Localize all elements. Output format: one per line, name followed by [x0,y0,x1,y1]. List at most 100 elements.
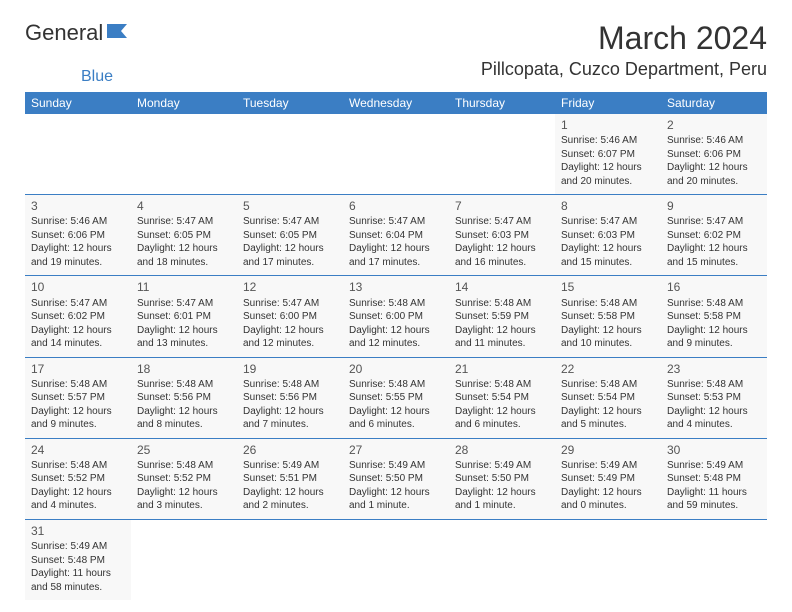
day-daylight1: Daylight: 12 hours [667,324,761,338]
day-sunset: Sunset: 5:59 PM [455,310,549,324]
empty-cell [449,114,555,195]
day-sunset: Sunset: 6:06 PM [667,148,761,162]
day-sunrise: Sunrise: 5:47 AM [243,297,337,311]
day-cell: 12Sunrise: 5:47 AMSunset: 6:00 PMDayligh… [237,276,343,357]
day-number: 5 [243,198,337,214]
day-sunrise: Sunrise: 5:48 AM [561,297,655,311]
day-number: 27 [349,442,443,458]
day-sunset: Sunset: 6:00 PM [243,310,337,324]
day-sunrise: Sunrise: 5:48 AM [349,378,443,392]
day-number: 10 [31,279,125,295]
day-cell: 19Sunrise: 5:48 AMSunset: 5:56 PMDayligh… [237,357,343,438]
day-daylight2: and 19 minutes. [31,256,125,270]
day-daylight1: Daylight: 12 hours [455,486,549,500]
day-sunset: Sunset: 6:05 PM [243,229,337,243]
day-daylight2: and 0 minutes. [561,499,655,513]
day-number: 26 [243,442,337,458]
day-daylight1: Daylight: 12 hours [243,486,337,500]
day-daylight2: and 6 minutes. [455,418,549,432]
day-daylight1: Daylight: 12 hours [349,242,443,256]
flag-icon [107,24,133,42]
day-number: 13 [349,279,443,295]
day-daylight2: and 15 minutes. [667,256,761,270]
day-sunset: Sunset: 6:00 PM [349,310,443,324]
day-number: 21 [455,361,549,377]
day-daylight1: Daylight: 12 hours [243,405,337,419]
day-cell: 21Sunrise: 5:48 AMSunset: 5:54 PMDayligh… [449,357,555,438]
day-number: 20 [349,361,443,377]
day-cell: 28Sunrise: 5:49 AMSunset: 5:50 PMDayligh… [449,438,555,519]
day-daylight1: Daylight: 12 hours [561,242,655,256]
day-sunset: Sunset: 5:52 PM [137,472,231,486]
empty-cell [25,114,131,195]
day-cell: 20Sunrise: 5:48 AMSunset: 5:55 PMDayligh… [343,357,449,438]
empty-cell [131,519,237,600]
day-cell: 13Sunrise: 5:48 AMSunset: 6:00 PMDayligh… [343,276,449,357]
day-sunset: Sunset: 5:58 PM [561,310,655,324]
day-cell: 7Sunrise: 5:47 AMSunset: 6:03 PMDaylight… [449,195,555,276]
day-sunset: Sunset: 5:58 PM [667,310,761,324]
day-sunrise: Sunrise: 5:46 AM [31,215,125,229]
day-sunrise: Sunrise: 5:49 AM [455,459,549,473]
day-daylight2: and 16 minutes. [455,256,549,270]
day-sunset: Sunset: 5:53 PM [667,391,761,405]
day-daylight1: Daylight: 11 hours [31,567,125,581]
day-cell: 16Sunrise: 5:48 AMSunset: 5:58 PMDayligh… [661,276,767,357]
day-number: 31 [31,523,125,539]
week-row: 10Sunrise: 5:47 AMSunset: 6:02 PMDayligh… [25,276,767,357]
day-daylight1: Daylight: 12 hours [667,161,761,175]
empty-cell [131,114,237,195]
day-cell: 5Sunrise: 5:47 AMSunset: 6:05 PMDaylight… [237,195,343,276]
day-number: 3 [31,198,125,214]
day-daylight1: Daylight: 12 hours [137,242,231,256]
day-daylight2: and 9 minutes. [31,418,125,432]
day-sunset: Sunset: 6:05 PM [137,229,231,243]
day-sunrise: Sunrise: 5:47 AM [31,297,125,311]
day-number: 9 [667,198,761,214]
day-cell: 14Sunrise: 5:48 AMSunset: 5:59 PMDayligh… [449,276,555,357]
day-number: 1 [561,117,655,133]
day-daylight1: Daylight: 12 hours [31,405,125,419]
calendar-body: 1Sunrise: 5:46 AMSunset: 6:07 PMDaylight… [25,114,767,600]
day-number: 19 [243,361,337,377]
day-daylight2: and 18 minutes. [137,256,231,270]
day-sunrise: Sunrise: 5:49 AM [561,459,655,473]
empty-cell [555,519,661,600]
day-sunrise: Sunrise: 5:47 AM [667,215,761,229]
day-number: 24 [31,442,125,458]
day-sunrise: Sunrise: 5:48 AM [31,378,125,392]
day-header-row: SundayMondayTuesdayWednesdayThursdayFrid… [25,92,767,114]
calendar-table: SundayMondayTuesdayWednesdayThursdayFrid… [25,92,767,600]
day-cell: 3Sunrise: 5:46 AMSunset: 6:06 PMDaylight… [25,195,131,276]
day-cell: 22Sunrise: 5:48 AMSunset: 5:54 PMDayligh… [555,357,661,438]
day-daylight2: and 20 minutes. [667,175,761,189]
day-number: 17 [31,361,125,377]
day-daylight2: and 11 minutes. [455,337,549,351]
day-daylight2: and 10 minutes. [561,337,655,351]
logo: General [25,20,135,46]
day-sunrise: Sunrise: 5:49 AM [667,459,761,473]
day-sunset: Sunset: 5:51 PM [243,472,337,486]
day-sunset: Sunset: 6:02 PM [31,310,125,324]
day-sunset: Sunset: 5:56 PM [137,391,231,405]
day-daylight2: and 9 minutes. [667,337,761,351]
day-number: 4 [137,198,231,214]
day-header-saturday: Saturday [661,92,767,114]
day-sunrise: Sunrise: 5:48 AM [137,459,231,473]
day-daylight2: and 12 minutes. [243,337,337,351]
day-sunrise: Sunrise: 5:47 AM [561,215,655,229]
empty-cell [449,519,555,600]
day-daylight1: Daylight: 12 hours [349,486,443,500]
day-cell: 8Sunrise: 5:47 AMSunset: 6:03 PMDaylight… [555,195,661,276]
day-daylight1: Daylight: 12 hours [137,405,231,419]
day-sunset: Sunset: 5:54 PM [561,391,655,405]
logo-text-2: Blue [81,68,792,86]
day-daylight1: Daylight: 12 hours [31,324,125,338]
day-daylight1: Daylight: 11 hours [667,486,761,500]
day-daylight2: and 5 minutes. [561,418,655,432]
day-cell: 25Sunrise: 5:48 AMSunset: 5:52 PMDayligh… [131,438,237,519]
day-sunrise: Sunrise: 5:47 AM [243,215,337,229]
day-cell: 10 Sunrise: 5:47 AMSunset: 6:02 PMDayligh… [25,276,131,357]
day-number: 8 [561,198,655,214]
day-daylight1: Daylight: 12 hours [455,242,549,256]
